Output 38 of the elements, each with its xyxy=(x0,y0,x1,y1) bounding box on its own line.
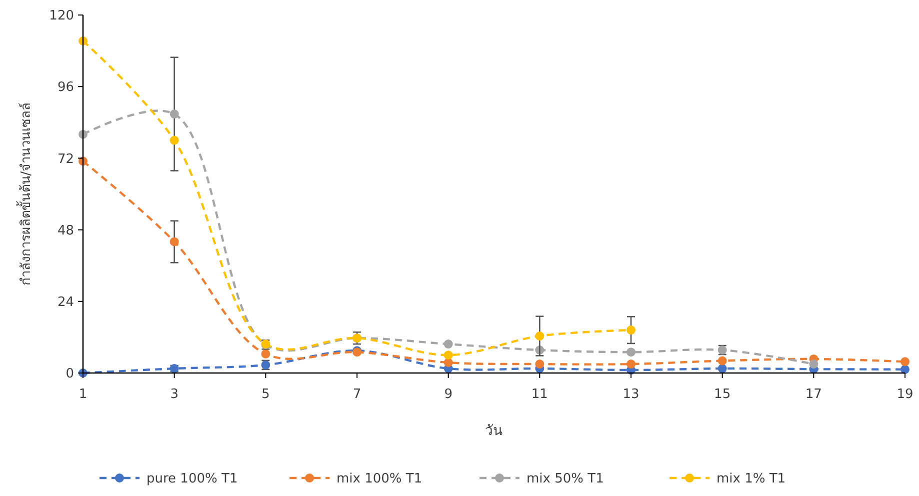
point xyxy=(170,136,179,145)
point xyxy=(900,357,910,366)
y-tick-label: 96 xyxy=(57,80,74,96)
x-axis-title: วัน xyxy=(485,423,503,439)
x-tick-label: 5 xyxy=(262,387,270,402)
x-tick-label: 11 xyxy=(531,387,548,402)
x-tick-label: 19 xyxy=(896,387,914,402)
point xyxy=(170,110,179,119)
point xyxy=(444,350,453,360)
x-tick-label: 13 xyxy=(622,387,640,402)
x-tick-label: 7 xyxy=(352,387,362,402)
y-axis-title: กำลังการผลิตขั้นต้น/จำนวนเซลล์ xyxy=(16,102,34,286)
point xyxy=(718,364,727,374)
x-tick-label: 17 xyxy=(805,387,822,402)
legend-label: pure 100% T1 xyxy=(146,472,238,487)
point xyxy=(444,358,453,368)
point xyxy=(626,326,636,335)
point xyxy=(444,340,453,349)
point xyxy=(809,360,818,369)
legend-label: mix 1% T1 xyxy=(716,472,786,487)
legend-label: mix 100% T1 xyxy=(336,472,422,487)
x-tick-label: 9 xyxy=(444,387,452,402)
point xyxy=(718,356,727,366)
point xyxy=(626,360,636,369)
x-tick-label: 1 xyxy=(78,387,88,402)
y-tick-label: 48 xyxy=(57,223,74,238)
legend-label: mix 50% T1 xyxy=(526,472,604,487)
y-tick-label: 0 xyxy=(66,366,74,382)
y-tick-label: 24 xyxy=(57,294,74,310)
x-tick-label: 3 xyxy=(170,387,178,402)
point xyxy=(626,348,636,357)
y-tick-label: 120 xyxy=(49,8,74,24)
point xyxy=(535,360,544,369)
point xyxy=(261,349,270,358)
point xyxy=(535,332,544,341)
point xyxy=(170,237,179,246)
x-tick-label: 15 xyxy=(714,387,731,402)
y-tick-label: 72 xyxy=(57,152,74,167)
